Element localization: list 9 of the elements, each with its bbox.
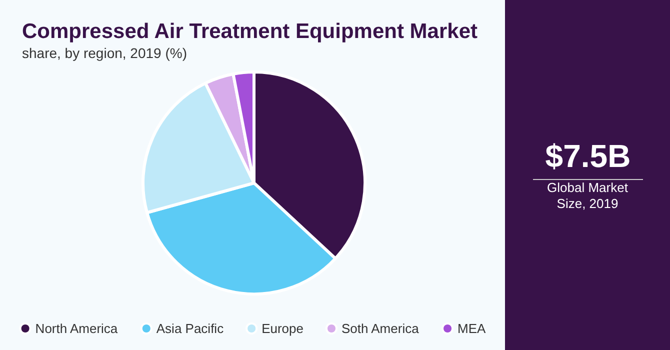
text: Global Market Size, 2019 bbox=[546, 180, 629, 212]
legend-label: MEA bbox=[458, 321, 486, 336]
chart-subtitle: share, by region, 2019 (%) bbox=[22, 45, 187, 61]
legend-label: North America bbox=[35, 321, 118, 336]
legend-label: Europe bbox=[262, 321, 304, 336]
chart-title: Compressed Air Treatment Equipment Market bbox=[22, 20, 478, 43]
legend-label: Soth America bbox=[341, 321, 420, 336]
legend-label: Asia Pacific bbox=[156, 321, 224, 336]
text: $7.5B bbox=[533, 138, 643, 180]
